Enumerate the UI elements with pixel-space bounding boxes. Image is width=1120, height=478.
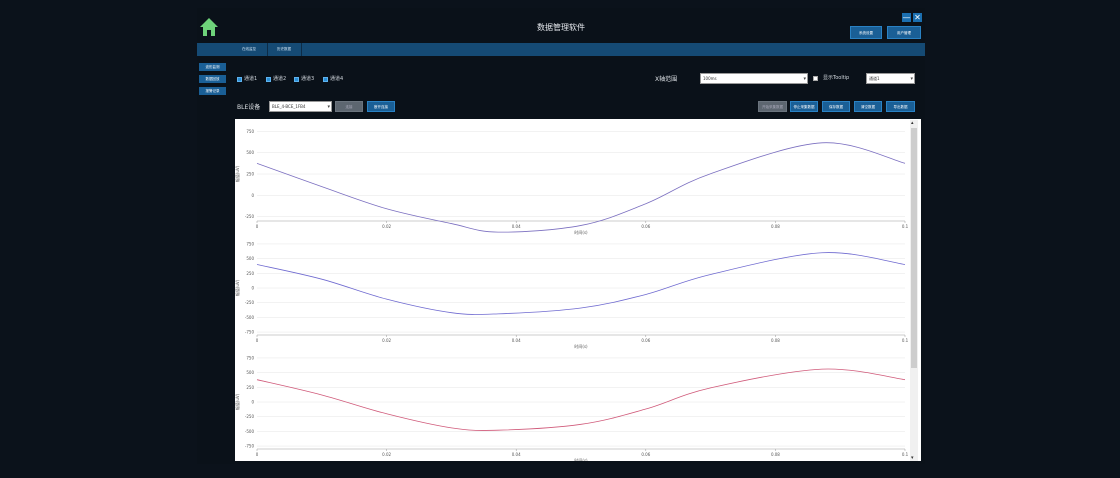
x-tick-label: 0.02 — [382, 452, 391, 457]
channel-2-label: 通道2 — [273, 76, 287, 82]
x-tick-label: 0.06 — [641, 224, 650, 229]
x-tick-label: 0.06 — [641, 452, 650, 457]
channel-3-checkbox[interactable]: 通道3 — [294, 76, 314, 83]
app-window: 数据管理软件 — ✕ 系统设置 用户管理 在线监控 历史数据 波形监测 数据回放… — [197, 8, 925, 464]
checkbox-icon[interactable] — [813, 76, 818, 81]
series-line — [256, 368, 906, 431]
sidebar-item-playback[interactable]: 数据回放 — [199, 75, 226, 83]
x-tick-label: 0.1 — [902, 452, 909, 457]
ble-device-value: BLE_4-BCE_1FB4 — [272, 104, 306, 109]
checkbox-icon[interactable] — [323, 77, 328, 82]
x-tick-label: 0.04 — [512, 224, 521, 229]
close-button[interactable]: ✕ — [913, 13, 922, 22]
channel-2-checkbox[interactable]: 通道2 — [266, 76, 286, 83]
y-axis-label: 幅值(uV) — [235, 165, 240, 182]
channel-1-checkbox[interactable]: 通道1 — [237, 76, 257, 83]
channel-4-checkbox[interactable]: 通道4 — [323, 76, 343, 83]
x-tick-label: 0.08 — [771, 452, 780, 457]
y-tick-label: -500 — [245, 315, 255, 320]
y-axis-label: 幅值(uV) — [235, 279, 240, 296]
tab-bar: 在线监控 历史数据 — [197, 43, 925, 56]
y-tick-label: 250 — [246, 172, 254, 177]
x-tick-label: 0.02 — [382, 338, 391, 343]
y-tick-label: 0 — [251, 400, 254, 405]
x-axis-label: 时间(s) — [574, 457, 588, 461]
y-tick-label: -250 — [245, 414, 255, 419]
x-tick-label: 0.1 — [902, 338, 909, 343]
x-axis-label: 时间(s) — [574, 229, 588, 235]
tab-history[interactable]: 历史数据 — [267, 43, 302, 56]
ble-device-select[interactable]: BLE_4-BCE_1FB4 ▾ — [269, 101, 332, 112]
save-data-button[interactable]: 保存数据 — [822, 101, 850, 112]
y-tick-label: 500 — [246, 256, 254, 261]
user-management-button[interactable]: 用户管理 — [887, 26, 921, 39]
chevron-down-icon: ▾ — [910, 76, 913, 82]
chevron-down-icon: ▾ — [803, 76, 806, 82]
x-tick-label: 0.02 — [382, 224, 391, 229]
plot-area: 750 500 250 0 -250 0 0.02 0.04 0.06 0.08 0.1 时间(s) 幅… — [234, 119, 921, 463]
y-tick-label: -750 — [245, 444, 255, 449]
y-tick-label: 750 — [246, 355, 254, 360]
y-tick-label: 250 — [246, 271, 254, 276]
connect-button[interactable]: 连接 — [335, 101, 363, 112]
y-tick-label: -250 — [245, 214, 255, 219]
minimize-button[interactable]: — — [902, 13, 911, 22]
x-tick-label: 0 — [256, 338, 259, 343]
export-data-button[interactable]: 导出数据 — [886, 101, 915, 112]
series-line — [256, 142, 906, 233]
x-axis-label: 时间(s) — [574, 343, 588, 349]
sidebar-item-alarms[interactable]: 报警记录 — [199, 87, 226, 95]
y-tick-label: 0 — [251, 286, 254, 291]
checkbox-icon[interactable] — [237, 77, 242, 82]
y-tick-label: 750 — [246, 241, 254, 246]
y-tick-label: 750 — [246, 129, 254, 134]
x-tick-label: 0.1 — [902, 224, 909, 229]
x-tick-label: 0.08 — [771, 224, 780, 229]
home-icon[interactable] — [199, 17, 219, 37]
start-acquire-button[interactable]: 开始采集数据 — [758, 101, 787, 112]
app-title: 数据管理软件 — [537, 23, 585, 32]
tooltip-checkbox[interactable]: 显示Tooltip — [813, 75, 849, 82]
tab-online-monitor[interactable]: 在线监控 — [231, 43, 268, 56]
tooltip-channel-select[interactable]: 通道1 ▾ — [866, 73, 915, 84]
x-tick-label: 0.06 — [641, 338, 650, 343]
xaxis-range-label: X轴范围 — [655, 76, 678, 83]
x-tick-label: 0.04 — [512, 452, 521, 457]
chevron-down-icon: ▾ — [327, 104, 330, 110]
scroll-up-icon[interactable]: ▴ — [911, 120, 914, 126]
x-tick-label: 0 — [256, 224, 259, 229]
xaxis-range-value: 100ms — [703, 76, 717, 81]
y-tick-label: -250 — [245, 300, 255, 305]
x-tick-label: 0.04 — [512, 338, 521, 343]
channel-3-label: 通道3 — [301, 76, 315, 82]
series-line — [256, 252, 906, 315]
y-tick-label: 500 — [246, 150, 254, 155]
sidebar-item-waveform[interactable]: 波形监测 — [199, 63, 226, 71]
y-tick-label: 0 — [251, 193, 254, 198]
y-tick-label: 250 — [246, 385, 254, 390]
scrollbar-thumb[interactable] — [911, 128, 917, 368]
y-tick-label: -500 — [245, 429, 255, 434]
y-tick-label: 500 — [246, 370, 254, 375]
scroll-down-icon[interactable]: ▾ — [911, 455, 914, 461]
clear-data-button[interactable]: 清空数据 — [854, 101, 882, 112]
system-settings-button[interactable]: 系统设置 — [850, 26, 882, 39]
channel-1-label: 通道1 — [244, 76, 258, 82]
ble-device-label: BLE设备 — [237, 104, 261, 111]
y-axis-label: 幅值(uV) — [235, 393, 240, 410]
stop-acquire-button[interactable]: 停止采集数据 — [790, 101, 818, 112]
x-tick-label: 0 — [256, 452, 259, 457]
disconnect-button[interactable]: 断开连接 — [367, 101, 395, 112]
channel-4-label: 通道4 — [330, 76, 344, 82]
x-tick-label: 0.08 — [771, 338, 780, 343]
checkbox-icon[interactable] — [294, 77, 299, 82]
tooltip-channel-value: 通道1 — [869, 76, 880, 81]
tooltip-label: 显示Tooltip — [823, 75, 850, 81]
checkbox-icon[interactable] — [266, 77, 271, 82]
y-tick-label: -750 — [245, 330, 255, 335]
xaxis-range-select[interactable]: 100ms ▾ — [700, 73, 808, 84]
